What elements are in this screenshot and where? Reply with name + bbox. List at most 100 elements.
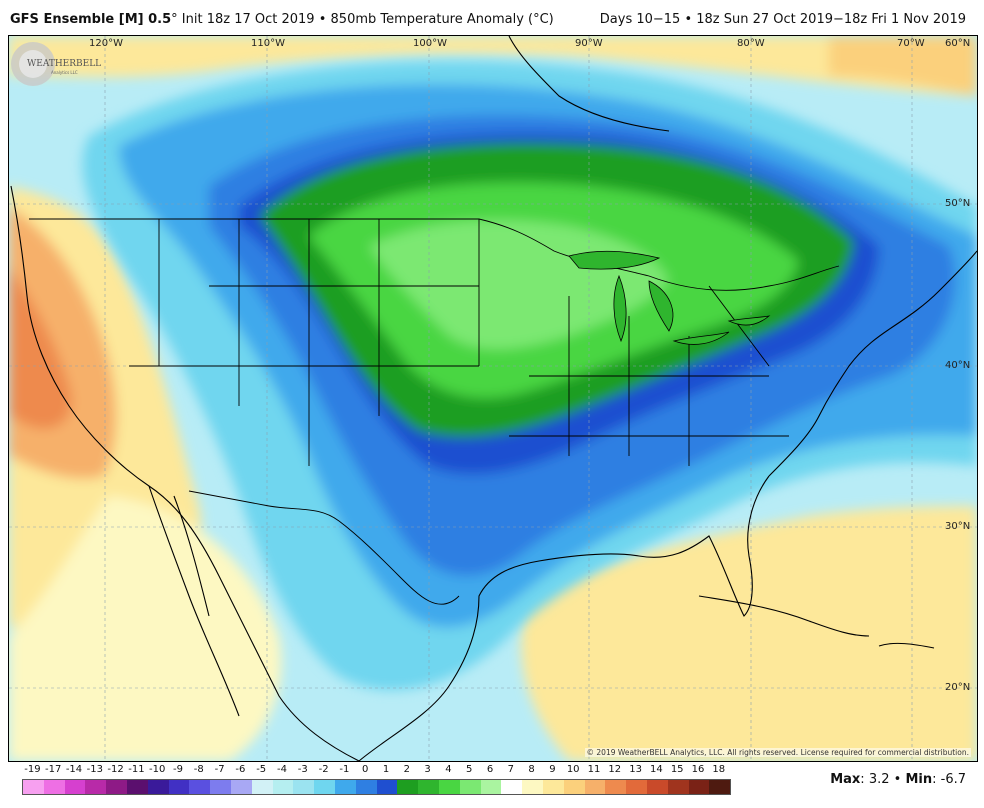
colorbar-tick-label: -14 — [65, 764, 83, 775]
coastlines — [10, 36, 977, 761]
colorbar-tick-label: -5 — [256, 764, 267, 775]
cuba — [698, 595, 870, 637]
colorbar-tick-label: 9 — [549, 764, 556, 775]
colorbar-tick-label: 18 — [712, 764, 726, 775]
lon-label-100w: 100°W — [413, 38, 447, 49]
colorbar-swatch — [501, 780, 523, 794]
title-left: GFS Ensemble [M] 0.5° Init 18z 17 Oct 20… — [10, 12, 554, 27]
degree-mark: ° — [171, 12, 178, 27]
orange-anomaly-coast — [9, 266, 72, 429]
weatherbell-logo: WEATHERBELL Analytics LLC — [11, 42, 101, 86]
state-lines-west — [129, 219, 480, 466]
colorbar-tick-label: -9 — [173, 764, 183, 775]
init-time: Init 18z 17 Oct 2019 — [181, 12, 315, 27]
hispaniola — [878, 642, 935, 649]
lat-label-20n: 20°N — [945, 682, 971, 693]
colorbar-tick-label: -13 — [86, 764, 103, 775]
colorbar-tick-label: -4 — [277, 764, 287, 775]
anomaly-map — [9, 36, 977, 761]
colorbar-tick-label: 1 — [382, 764, 390, 775]
colorbar-swatch — [126, 780, 148, 794]
colorbar-swatch — [563, 780, 585, 794]
title-bullet: • — [318, 12, 327, 27]
field-name: 850mb Temperature Anomaly ( — [330, 12, 534, 27]
lat-label-60n: 60°N — [945, 38, 971, 49]
colorbar-swatch — [542, 780, 564, 794]
colorbar-tick-label: -12 — [107, 764, 124, 775]
hudson-bay-edge — [508, 36, 670, 132]
colorbar-swatch — [230, 780, 252, 794]
min-label: Min — [905, 772, 933, 787]
colorbar-swatch — [418, 780, 439, 794]
colorbar-tick-label: 4 — [445, 764, 452, 775]
lon-label-120w: 120°W — [89, 38, 123, 49]
copyright-notice: © 2019 WeatherBELL Analytics, LLC. All r… — [584, 748, 971, 757]
model-name: GFS Ensemble [M] 0.5 — [10, 12, 172, 27]
colorbar-tick-label: 14 — [650, 764, 663, 775]
colorbar-tick-label: 0 — [362, 764, 369, 775]
map-panel[interactable]: 120°W 110°W 100°W 90°W 80°W 70°W 60°N 50… — [8, 35, 978, 762]
colorbar-tick-label: -10 — [149, 764, 166, 775]
colorbar-swatch — [355, 780, 377, 794]
colorbar-swatch — [626, 780, 647, 794]
colorbar-swatches — [22, 779, 732, 795]
colorbar-tick-label: 7 — [507, 764, 514, 775]
colorbar-tick-label: -8 — [193, 764, 204, 775]
colorbar-tick-label: 5 — [466, 764, 473, 775]
great-lakes — [568, 250, 771, 345]
lon-label-80w: 80°W — [737, 38, 765, 49]
colorbar-tick-label: 12 — [608, 764, 622, 775]
logo-subtext: Analytics LLC — [51, 70, 78, 75]
colorbar-swatch — [459, 780, 481, 794]
colorbar-swatch — [293, 780, 315, 794]
us-canada-border — [29, 218, 840, 291]
colorbar-tick-label: 3 — [424, 764, 431, 775]
lat-label-50n: 50°N — [945, 198, 971, 209]
lake-michigan — [613, 274, 627, 343]
colorbar-legend: -19 -17 -14 -13 -12 -11 -10 -9 -8 -7 -6 -5 -4 -3 -2 -1 0… — [22, 762, 732, 806]
max-value: 3.2 — [868, 772, 890, 787]
colorbar-tick-label: 2 — [403, 764, 410, 775]
logo-wordmark: WEATHERBELL — [27, 59, 101, 69]
pale-anomaly-southwest — [9, 496, 282, 761]
colorbar-swatch — [709, 780, 731, 794]
lon-label-90w: 90°W — [575, 38, 603, 49]
east-coast — [768, 250, 977, 477]
colorbar-swatch — [147, 780, 169, 794]
state-lines-east — [509, 285, 789, 466]
colorbar-tick-label: -7 — [214, 764, 225, 775]
colorbar-swatch — [584, 780, 606, 794]
colorbar-tick-label: 13 — [629, 764, 642, 775]
lake-superior — [568, 250, 661, 270]
colorbar-swatch — [251, 780, 273, 794]
colorbar-swatch — [189, 780, 211, 794]
colorbar-tick-label: -3 — [297, 764, 308, 775]
colorbar-swatch — [210, 780, 231, 794]
colorbar-swatch — [85, 780, 107, 794]
lat-label-30n: 30°N — [945, 521, 971, 532]
lake-huron — [648, 280, 674, 332]
colorbar-swatch — [314, 780, 335, 794]
colorbar-swatch — [168, 780, 190, 794]
stats-separator: • — [893, 772, 902, 787]
colorbar-tick-label: -17 — [45, 764, 62, 775]
colorbar-tick-label: 6 — [486, 764, 494, 775]
field-unit: °C) — [533, 12, 554, 27]
gulf-coast — [358, 475, 770, 761]
graticule — [9, 36, 977, 761]
max-label: Max — [830, 772, 861, 787]
colorbar-tick-label: -11 — [128, 764, 145, 775]
colorbar-tick-label: 11 — [587, 764, 601, 775]
colorbar-tick-label: 10 — [566, 764, 580, 775]
colorbar-swatch — [272, 780, 294, 794]
colorbar-tick-label: -2 — [318, 764, 329, 775]
lat-label-40n: 40°N — [945, 360, 971, 371]
colorbar-swatch — [397, 780, 419, 794]
colorbar-swatch — [438, 780, 460, 794]
colorbar-swatch — [64, 780, 86, 794]
colorbar-swatch — [106, 780, 127, 794]
colorbar-swatch — [43, 780, 65, 794]
stats-readout: Max: 3.2 • Min: -6.7 — [830, 772, 966, 787]
lake-ontario — [727, 315, 771, 326]
colorbar-swatch — [480, 780, 502, 794]
